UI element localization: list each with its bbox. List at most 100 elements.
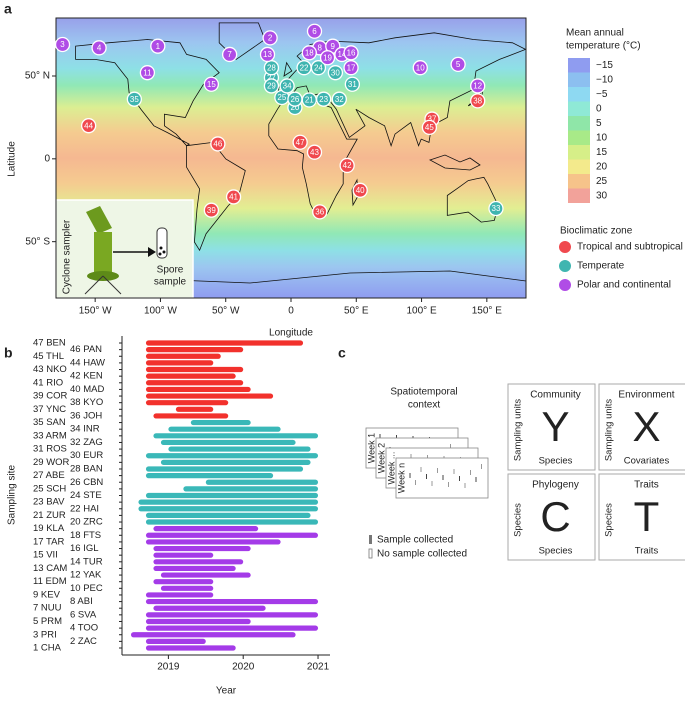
sampling-period (183, 486, 319, 492)
y-tick-label: 18 FTS (70, 530, 101, 541)
legend-text: Polar and continental (577, 280, 671, 291)
site-label: 5 (456, 60, 461, 69)
legend-marker (559, 279, 571, 291)
colorbar-swatch (568, 101, 590, 116)
site-label: 45 (425, 123, 434, 132)
site-marker (91, 40, 107, 56)
y-tick-label: 11 EDM (33, 576, 67, 587)
matrix-title: Traits (634, 480, 659, 491)
y-tick-label: 28 BAN (70, 463, 103, 474)
site-label: 16 (347, 48, 356, 57)
legend-icon (369, 535, 372, 544)
x-tick-label: 0 (288, 306, 294, 317)
colorbar-title: Mean annual (566, 28, 624, 39)
matrix-box (507, 473, 596, 561)
colorbar-swatch (568, 87, 590, 102)
y-tick-label: 2 ZAC (70, 636, 97, 647)
site-label: 6 (312, 27, 317, 36)
site-marker (344, 76, 361, 92)
site-marker (470, 93, 486, 109)
y-tick-label: 44 HAW (70, 357, 105, 368)
site-marker (287, 91, 303, 107)
matrix-title: Community (530, 390, 581, 401)
sampling-period (153, 545, 251, 552)
matrix-box (598, 473, 685, 561)
legend-text: Sample collected (377, 535, 453, 546)
colorbar-tick-label: −10 (596, 74, 613, 85)
context-title: Spatiotemporal (390, 387, 457, 398)
y-tick-label: 1 CHA (33, 643, 62, 654)
colorbar-swatch (568, 188, 590, 203)
colorbar-tick-label: 20 (596, 161, 608, 172)
matrix-row-label: Sampling units (604, 399, 615, 462)
site-label: 43 (310, 148, 319, 157)
site-marker (450, 56, 466, 73)
site-marker (421, 119, 438, 135)
y-tick-label: 14 TUR (70, 556, 103, 567)
y-tick-label: 46 PAN (70, 344, 102, 355)
site-marker (210, 136, 226, 152)
colorbar-swatch (568, 145, 590, 160)
site-label: 15 (207, 80, 216, 89)
sampling-period (153, 413, 229, 419)
y-axis-label: Sampling site (7, 465, 18, 525)
site-marker (488, 200, 504, 217)
site-label: 25 (277, 93, 286, 102)
site-label: 3 (60, 40, 65, 49)
legend-title: Bioclimatic zone (560, 226, 633, 237)
y-tick-label: 23 BAV (33, 497, 65, 508)
site-marker (203, 202, 220, 218)
y-tick-label: 7 NUU (33, 603, 62, 614)
sampling-period (145, 612, 319, 618)
sampling-period (145, 625, 319, 631)
matrix-title: Phylogeny (532, 480, 579, 491)
site-label: 7 (227, 50, 232, 59)
sampling-period (145, 466, 304, 472)
panel-letter: a (4, 1, 12, 17)
sampling-period (145, 353, 221, 359)
sampler-inset (55, 199, 194, 299)
y-tick-label: 32 ZAG (70, 437, 103, 448)
y-tick-label: 3 PRI (33, 629, 57, 640)
site-label: 12 (473, 82, 482, 91)
sampling-period (145, 598, 319, 605)
site-label: 11 (143, 68, 152, 77)
y-tick-label: 40 MAD (70, 384, 104, 395)
sampling-period (145, 340, 304, 346)
y-tick-label: 22 HAI (70, 503, 99, 514)
site-label: 30 (331, 68, 340, 77)
sampling-period (160, 459, 311, 465)
y-tick-label: 6 SVA (70, 609, 97, 620)
site-label: 19 (323, 53, 332, 62)
x-tick-label: 2020 (232, 662, 255, 673)
y-tick-label: 9 KEV (33, 589, 61, 600)
sampling-period (160, 439, 296, 446)
site-label: 37 (428, 115, 437, 124)
sampling-period (145, 393, 274, 399)
legend-text: No sample collected (377, 549, 467, 560)
site-label: 29 (267, 82, 276, 91)
site-marker (126, 91, 142, 107)
x-tick-label: 50° E (344, 306, 369, 317)
matrices: Community Y Sampling units Species Environme… (507, 383, 685, 561)
sampling-period (145, 380, 244, 386)
site-label: 27 (267, 73, 276, 82)
site-label: 41 (229, 193, 238, 202)
sampling-period (145, 618, 251, 625)
colorbar-title: temperature (°C) (566, 41, 641, 52)
colorbar-tick-label: 0 (596, 103, 602, 114)
colorbar-swatch (568, 58, 590, 73)
sampling-period (145, 366, 244, 373)
site-label: 31 (348, 80, 357, 89)
site-label: 8 (317, 43, 322, 52)
sampling-period (168, 446, 311, 452)
matrix-row-label: Sampling units (513, 399, 524, 462)
sampling-period (145, 373, 236, 379)
x-tick-label: 2019 (157, 662, 180, 673)
week-label: Week ... (386, 452, 396, 485)
sampling-period (153, 565, 236, 572)
colorbar-tick-label: 15 (596, 147, 608, 158)
y-tick-label: 10 PEC (70, 583, 103, 594)
colorbar-swatch (568, 159, 590, 174)
